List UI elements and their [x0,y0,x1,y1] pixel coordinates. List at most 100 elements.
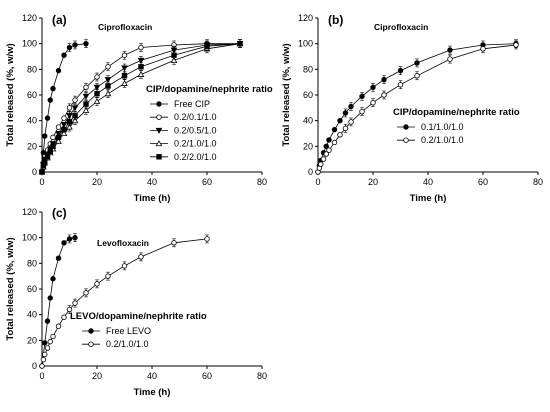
data-point [137,70,145,77]
data-point [66,306,73,313]
data-point [66,236,73,242]
data-point [331,139,338,146]
data-point [447,47,453,53]
drug-annotation: Ciprofloxacin [98,22,152,32]
data-point [44,115,51,121]
data-point [359,108,365,115]
x-axis-title: Time (h) [410,193,447,204]
data-point [39,169,45,175]
data-point [121,79,128,86]
data-point [397,67,404,74]
data-point [61,52,67,58]
panel-label: (b) [328,13,343,27]
data-point [138,64,144,70]
x-tick-label: 80 [533,177,543,187]
data-point [83,40,89,47]
data-point [105,83,111,89]
y-tick-label: 0 [32,167,37,177]
data-point [40,356,47,363]
data-point [66,119,73,125]
data-point [66,113,73,120]
data-point [55,134,62,141]
data-point [170,56,178,63]
data-point [204,236,210,242]
legend-title: CIP/dopamine/nephrite ratio [393,107,520,118]
data-point [105,273,111,279]
legend-swatch-marker [156,114,162,120]
data-point [381,76,387,83]
data-point [44,318,51,324]
y-tick-label: 60 [27,284,37,294]
panel-label: (a) [52,13,67,27]
data-point [50,85,56,92]
data-point [121,73,128,79]
legend-swatch-marker [155,140,163,147]
data-point [55,124,62,130]
legend-title: CIP/dopamine/nephrite ratio [146,84,273,95]
x-axis-title: Time (h) [134,193,171,204]
series-0-2-1-0-1-0 [315,40,519,175]
y-axis-title: Total released (%, w/w) [5,237,16,340]
legend-swatch-marker [88,328,94,334]
data-point [55,130,62,137]
data-point [171,52,177,58]
legend-title: LEVO/dopamine/nephrite ratio [70,311,207,322]
x-tick-label: 20 [92,177,102,187]
y-tick-label: 0 [308,167,313,177]
data-point [170,47,178,54]
data-point [137,57,145,64]
data-point [39,363,45,369]
data-point [447,56,453,62]
y-tick-label: 60 [303,90,313,100]
data-point [370,99,376,106]
data-point [55,323,62,329]
data-point [320,156,327,162]
drug-annotation: Ciprofloxacin [374,22,428,32]
chart-panel-a: 0 20 40 60 80 0 20 40 60 80 100 120 Time (h) Total re… [5,13,273,204]
y-tick-label: 0 [32,361,37,371]
data-point [359,93,365,99]
series-0-2-1-0-1-0 [39,234,210,369]
data-point [60,122,68,128]
data-point [47,148,53,155]
legend-entry: 0.2/2.0/1.0 [174,152,217,162]
x-tick-label: 60 [202,371,212,381]
data-point [60,130,68,137]
series-free-cip [39,39,89,175]
data-point [50,276,56,282]
y-axis-title: Total released (%, w/w) [281,43,292,146]
drug-annotation: Levofloxacin [97,238,149,248]
data-point [138,254,144,260]
data-point [318,161,324,167]
legend-entry: 0.2/0.1/1.0 [174,112,217,122]
data-point [82,93,90,100]
data-point [348,119,354,125]
legend-swatch-marker [156,101,162,107]
data-point [50,333,56,340]
data-point [83,290,89,296]
data-point [44,345,51,351]
legend-entry: Free CIP [174,99,210,109]
x-tick-label: 40 [423,177,433,187]
data-point [83,84,89,90]
data-point [42,159,48,165]
data-point [342,125,349,132]
y-tick-label: 20 [303,141,313,151]
data-point [71,105,79,112]
data-point [370,84,376,90]
data-point [513,42,519,48]
x-tick-label: 0 [39,371,44,381]
data-point [50,143,56,150]
data-point [42,340,48,346]
data-point [50,134,56,141]
data-point [83,101,89,107]
legend-entry: 0.2/1.0/1.0 [421,135,464,145]
x-tick-label: 60 [478,177,488,187]
legend-entry: 0.2/1.0/1.0 [106,339,149,349]
legend: CIP/dopamine/nephrite ratio Free CIP 0.2/0… [146,84,273,162]
x-tick-label: 80 [257,371,267,381]
x-tick-label: 40 [147,177,157,187]
x-tick-label: 20 [92,371,102,381]
x-tick-label: 0 [315,177,320,187]
data-point [44,153,51,160]
